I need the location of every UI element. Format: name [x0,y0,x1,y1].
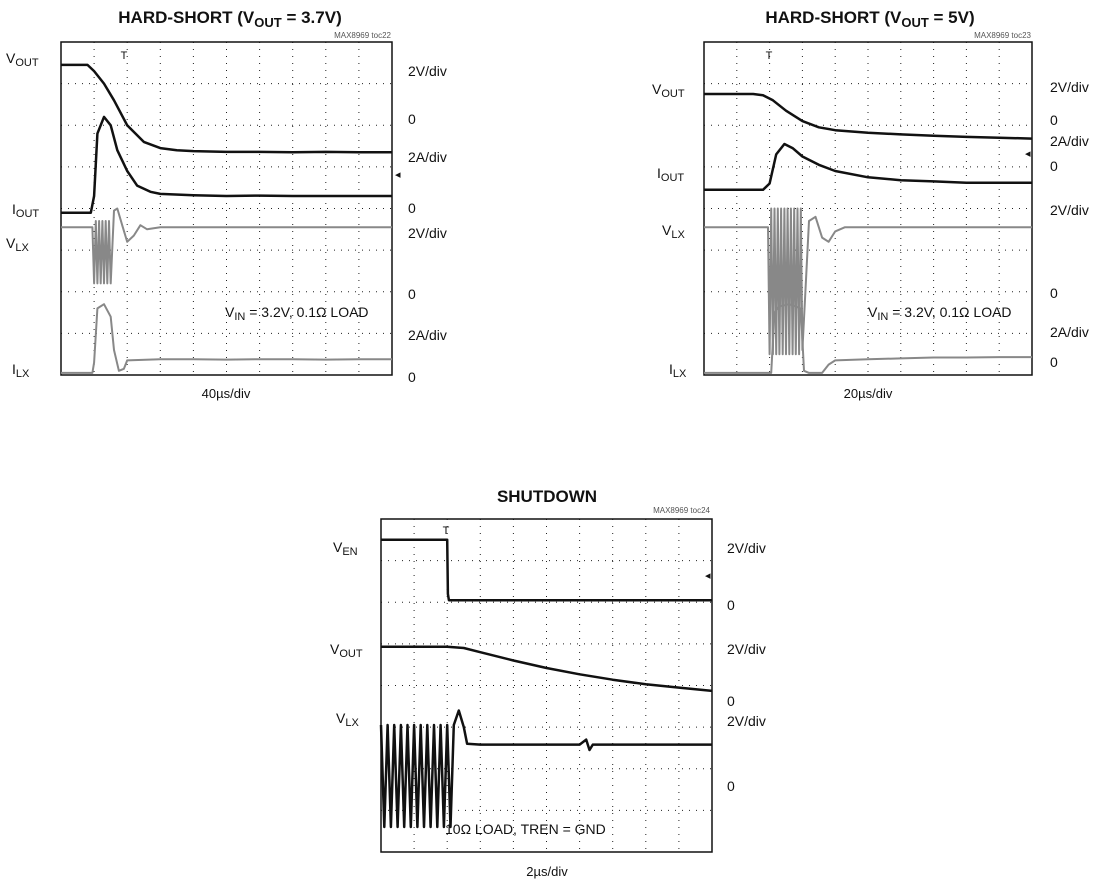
scope-traces [704,92,1033,374]
trigger-marker: T [766,50,773,62]
scale-label: 2V/div [727,540,766,556]
scale-label: 2A/div [408,149,447,165]
trace-ilx [704,303,1032,374]
scope-traces [379,538,713,829]
zero-label: 0 [1050,158,1058,174]
figure-code: MAX8969 toc23 [974,31,1031,40]
channel-label: ILX [669,361,687,380]
channel-label: VOUT [652,81,685,100]
zero-label: 0 [1050,285,1058,301]
trace-vlx [379,709,712,829]
zero-label: 0 [727,778,735,794]
channel-label: VOUT [6,50,39,69]
zero-label: 0 [408,111,416,127]
level-marker: ◂ [705,570,711,582]
chart-title: SHUTDOWN [497,487,597,506]
zero-label: 0 [408,200,416,216]
scale-label: 2A/div [1050,324,1089,340]
channel-label: VLX [336,710,359,729]
timebase-label: 20µs/div [844,386,893,401]
scale-label: 2V/div [408,63,447,79]
scale-label: 2V/div [727,713,766,729]
channel-label: IOUT [657,165,684,184]
test-conditions: VIN = 3.2V, 0.1Ω LOAD [225,304,369,323]
test-conditions: VIN = 3.2V, 0.1Ω LOAD [868,304,1012,323]
zero-label: 0 [1050,112,1058,128]
trace-vout [381,645,713,693]
channel-label: VEN [333,539,358,558]
trigger-marker: T [443,525,450,537]
trace-iout [704,142,1032,192]
scope-frame [380,518,713,853]
trace-ven [381,538,712,602]
scale-label: 2A/div [408,327,447,343]
test-conditions: 10Ω LOAD, TREN = GND [445,821,606,837]
channel-label: IOUT [12,201,39,220]
scope-frame [60,41,393,376]
scale-label: 2A/div [1050,133,1089,149]
trace-vlx [61,207,392,285]
zero-label: 0 [408,286,416,302]
zero-label: 0 [1050,354,1058,370]
scope-frame [703,41,1033,376]
channel-label: VLX [6,235,29,254]
channel-label: VLX [662,222,685,241]
scope-panel-toc22: HARD-SHORT (VOUT = 3.7V) MAX8969 toc22 T… [6,8,447,401]
scope-panel-toc24: SHUTDOWN MAX8969 toc24 T ◂ VEN VOUT VLX … [330,487,766,879]
scale-label: 2V/div [408,225,447,241]
zero-label: 0 [727,597,735,613]
channel-label: VOUT [330,641,363,660]
figure-code: MAX8969 toc22 [334,31,391,40]
timebase-label: 2µs/div [526,864,568,879]
figure-code: MAX8969 toc24 [653,506,710,515]
scale-label: 2V/div [727,641,766,657]
channel-label: ILX [12,361,30,380]
level-marker: ◂ [1025,148,1031,160]
scope-traces [61,63,392,374]
scope-panel-toc23: HARD-SHORT (VOUT = 5V) MAX8969 toc23 T ◂… [652,8,1089,401]
level-marker: ◂ [395,169,401,181]
scale-label: 2V/div [1050,79,1089,95]
trace-vout [61,63,392,154]
scale-label: 2V/div [1050,202,1089,218]
trace-vout [704,92,1033,140]
chart-title: HARD-SHORT (VOUT = 3.7V) [118,8,341,30]
trace-iout [61,115,392,214]
zero-label: 0 [408,369,416,385]
zero-label: 0 [727,693,735,709]
chart-title: HARD-SHORT (VOUT = 5V) [765,8,974,30]
trace-ilx [61,303,392,374]
scope-grid [704,42,1032,375]
trace-vlx [704,207,1032,356]
trigger-marker: T [121,50,128,62]
timebase-label: 40µs/div [202,386,251,401]
